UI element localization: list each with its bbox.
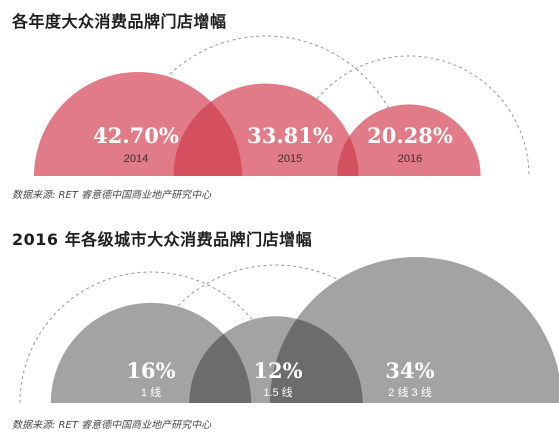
category-label: 1 线 bbox=[141, 385, 161, 399]
chart-1-plot: 42.70% 2014 33.81% 2015 20.28% 2016 bbox=[34, 35, 530, 177]
chart-2-source-note: 数据来源: RET 睿意德中国商业地产研究中心 bbox=[12, 420, 212, 431]
value-label: 12% bbox=[253, 358, 302, 383]
chart-2-title: 2016 年各级城市大众消费品牌门店增幅 bbox=[12, 230, 313, 249]
value-label: 16% bbox=[126, 358, 175, 383]
chart-1-source-note: 数据来源: RET 睿意德中国商业地产研究中心 bbox=[12, 190, 212, 201]
value-label: 34% bbox=[385, 358, 434, 383]
category-label: 2016 bbox=[398, 153, 422, 165]
chart-2-plot: 16% 1 线 12% 1.5 线 34% 2 线 3 线 bbox=[19, 257, 559, 404]
bubble-overlap bbox=[270, 316, 363, 403]
chart-1-title: 各年度大众消费品牌门店增幅 bbox=[12, 12, 227, 31]
category-label: 2015 bbox=[278, 153, 302, 165]
category-label: 1.5 线 bbox=[263, 385, 292, 399]
bubble-2016 bbox=[337, 104, 481, 176]
value-label: 20.28% bbox=[367, 123, 453, 148]
value-label: 33.81% bbox=[247, 123, 333, 148]
value-label: 42.70% bbox=[93, 123, 179, 148]
category-label: 2 线 3 线 bbox=[388, 385, 431, 399]
category-label: 2014 bbox=[124, 153, 148, 165]
